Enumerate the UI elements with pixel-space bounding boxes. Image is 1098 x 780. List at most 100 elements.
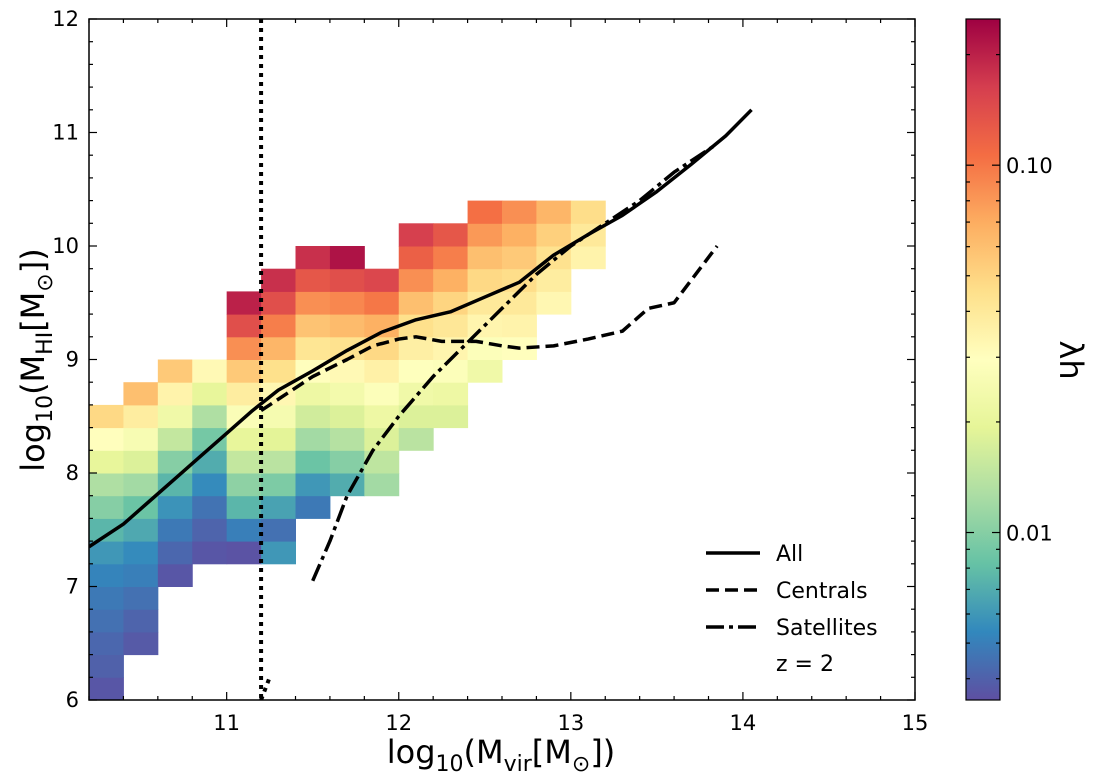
heatmap-cell <box>295 473 331 497</box>
heatmap-cell <box>329 382 365 406</box>
heatmap-cell <box>295 336 331 360</box>
y-tick-label: 9 <box>66 348 79 372</box>
heatmap-cell <box>226 359 262 383</box>
heatmap-cell <box>295 314 331 338</box>
heatmap-cell <box>89 609 124 633</box>
heatmap-cell <box>89 495 124 519</box>
heatmap-cell <box>536 223 572 247</box>
heatmap-cell <box>226 427 262 451</box>
redshift-annotation: z = 2 <box>776 652 834 677</box>
heatmap-cell <box>192 359 228 383</box>
heatmap-cell <box>192 473 228 497</box>
heatmap-cell <box>157 473 193 497</box>
axis-tick-labels: 11 12 13 14 15 6 7 8 9 10 11 12 <box>52 7 928 735</box>
heatmap-cell <box>502 200 537 224</box>
heatmap <box>89 200 606 700</box>
heatmap-cell <box>329 359 365 383</box>
heatmap-cell <box>398 246 434 270</box>
heatmap-cell <box>433 268 469 292</box>
heatmap-cell <box>364 473 400 497</box>
heatmap-cell <box>364 382 400 406</box>
resolution-limit-tail <box>259 676 272 700</box>
y-tick-label: 7 <box>66 575 79 599</box>
heatmap-cell <box>364 359 400 383</box>
heatmap-cell <box>89 654 124 678</box>
heatmap-cell <box>398 291 434 315</box>
heatmap-cell <box>364 336 400 360</box>
heatmap-cell <box>295 291 331 315</box>
heatmap-cell <box>433 404 469 429</box>
heatmap-cell <box>398 336 434 360</box>
heatmap-cell <box>364 291 400 315</box>
heatmap-cell <box>261 473 296 497</box>
heatmap-cell <box>398 359 434 383</box>
heatmap-cell <box>502 223 537 247</box>
heatmap-cell <box>329 268 365 292</box>
heatmap-cell <box>123 609 159 633</box>
x-tick-label: 15 <box>902 711 929 735</box>
x-tick-label: 11 <box>213 711 240 735</box>
heatmap-cell <box>398 404 434 429</box>
heatmap-cell <box>261 314 296 338</box>
colorbar: 0.01 0.10 λh <box>965 18 1090 701</box>
heatmap-cell <box>433 246 469 270</box>
heatmap-cell <box>89 677 124 700</box>
heatmap-cell <box>502 314 537 338</box>
heatmap-cell <box>226 473 262 497</box>
heatmap-cell <box>433 359 469 383</box>
heatmap-cell <box>433 314 469 338</box>
heatmap-cell <box>467 223 503 247</box>
heatmap-cell <box>433 223 469 247</box>
heatmap-cell <box>295 404 331 429</box>
heatmap-cell <box>261 336 296 360</box>
heatmap-cell <box>123 473 159 497</box>
heatmap-cell <box>89 404 124 429</box>
heatmap-cell <box>123 563 159 587</box>
heatmap-cell <box>502 291 537 315</box>
heatmap-cell <box>364 268 400 292</box>
heatmap-cell <box>123 450 159 474</box>
heatmap-cell <box>329 450 365 474</box>
x-axis-title: log10(Mvir[M⊙]) <box>387 733 616 777</box>
series-line-centrals <box>260 244 719 413</box>
colorbar-body <box>965 18 1001 701</box>
heatmap-cell <box>398 268 434 292</box>
heatmap-cell <box>157 427 193 451</box>
heatmap-cell <box>192 450 228 474</box>
heatmap-cell <box>261 268 296 292</box>
heatmap-cell <box>192 541 228 565</box>
heatmap-cell <box>433 382 469 406</box>
heatmap-cell <box>157 404 193 429</box>
heatmap-cell <box>123 427 159 451</box>
heatmap-cell <box>226 291 262 315</box>
heatmap-cell <box>261 518 296 542</box>
heatmap-cell <box>467 268 503 292</box>
heatmap-cell <box>329 404 365 429</box>
heatmap-cell <box>226 450 262 474</box>
legend-label-satellites: Satellites <box>776 616 878 641</box>
heatmap-cell <box>329 314 365 338</box>
heatmap-cell <box>192 427 228 451</box>
colorbar-tick-label: 0.10 <box>1006 154 1053 178</box>
heatmap-cell <box>89 563 124 587</box>
heatmap-cell <box>123 404 159 429</box>
heatmap-cell <box>89 473 124 497</box>
y-tick-label: 8 <box>66 461 79 485</box>
y-axis-title: log10(MHI[M⊙]) <box>14 248 58 471</box>
heatmap-cell <box>295 382 331 406</box>
heatmap-cell <box>261 291 296 315</box>
heatmap-cell <box>157 359 193 383</box>
heatmap-cell <box>226 336 262 360</box>
legend: All Centrals Satellites z = 2 <box>706 542 878 677</box>
heatmap-cell <box>226 314 262 338</box>
heatmap-cell <box>502 246 537 270</box>
heatmap-cell <box>295 268 331 292</box>
y-tick-label: 10 <box>52 234 79 258</box>
heatmap-cell <box>536 200 572 224</box>
heatmap-cell <box>261 450 296 474</box>
heatmap-cell <box>329 246 365 270</box>
heatmap-cell <box>398 223 434 247</box>
heatmap-cell <box>295 450 331 474</box>
heatmap-cell <box>123 586 159 610</box>
